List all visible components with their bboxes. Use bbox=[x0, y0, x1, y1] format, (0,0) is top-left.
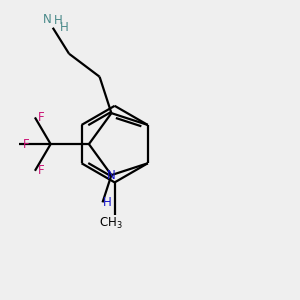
Text: F: F bbox=[38, 111, 44, 124]
Text: CH$_3$: CH$_3$ bbox=[99, 216, 123, 232]
Text: N: N bbox=[43, 13, 51, 26]
Text: N: N bbox=[107, 169, 116, 182]
Text: H: H bbox=[54, 14, 63, 27]
Text: H: H bbox=[103, 196, 111, 209]
Text: F: F bbox=[38, 164, 44, 177]
Text: H: H bbox=[60, 21, 69, 34]
Text: F: F bbox=[22, 138, 29, 151]
